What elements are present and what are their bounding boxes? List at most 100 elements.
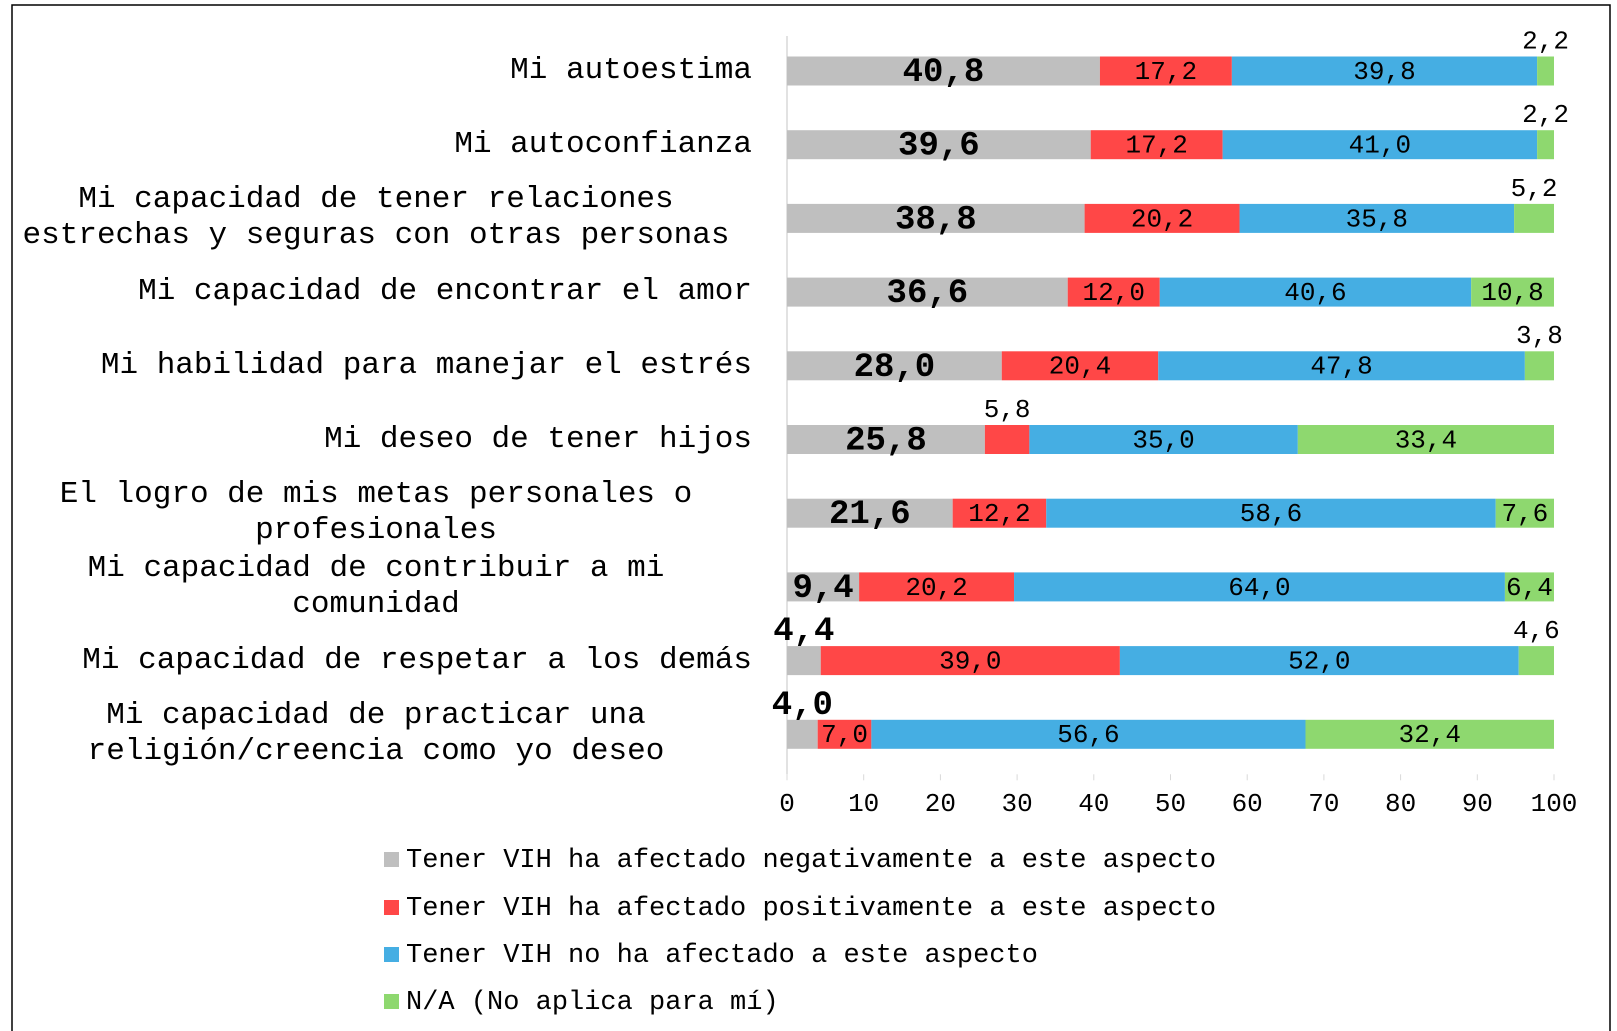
category-label-box: Mi habilidad para manejar el estrés: [101, 326, 752, 406]
category-label: Mi capacidad de contribuir a mi comunida…: [87, 550, 665, 622]
data-label: 5,2: [1511, 174, 1558, 204]
bar-segment: [1471, 277, 1554, 307]
x-tick-label: 80: [1385, 789, 1416, 819]
legend-swatch: [384, 900, 399, 915]
category-label-box: Mi deseo de tener hijos: [324, 400, 752, 480]
bar-segment: [787, 425, 985, 454]
category-label: Mi habilidad para manejar el estrés: [100, 347, 752, 383]
data-label: 39,8: [1353, 57, 1415, 87]
data-label: 4,6: [1513, 616, 1560, 646]
bar-segment: [1029, 425, 1298, 454]
chart-border: [11, 4, 1611, 1031]
category-label: Mi capacidad de tener relaciones estrech…: [22, 182, 730, 254]
category-label: Mi autoestima: [510, 53, 752, 88]
x-tick-label: 20: [925, 789, 956, 819]
bar-segment: [1222, 130, 1538, 160]
x-tick-label: 70: [1308, 789, 1339, 819]
bar-segment: [859, 572, 1015, 602]
x-tick-label: 10: [848, 789, 879, 819]
bar-segment: [1067, 277, 1160, 307]
legend-label: N/A (No aplica para mí): [406, 988, 779, 1018]
bar-segment: [1158, 351, 1525, 381]
data-label: 5,8: [984, 395, 1031, 425]
category-label-box: Mi capacidad de encontrar el amor: [138, 252, 752, 332]
bar-segment: [1495, 498, 1554, 528]
data-label: 28,0: [854, 349, 936, 387]
data-label: 7,0: [821, 720, 868, 750]
legend-swatch: [384, 994, 399, 1009]
bar-segment: [1537, 56, 1554, 86]
bar-segment: [1524, 351, 1554, 381]
data-label: 36,6: [887, 275, 969, 313]
data-label: 25,8: [845, 422, 927, 460]
data-label: 40,6: [1284, 278, 1346, 308]
bar-segment: [1099, 56, 1232, 86]
data-label: 39,0: [939, 646, 1001, 676]
data-label: 3,8: [1516, 321, 1563, 351]
bar-segment: [1159, 277, 1472, 307]
data-label: 6,4: [1506, 573, 1553, 603]
bar-segment: [787, 572, 860, 602]
x-tick-label: 90: [1462, 789, 1493, 819]
category-label: Mi deseo de tener hijos: [324, 421, 752, 457]
data-label: 64,0: [1228, 573, 1290, 603]
x-tick-label: 0: [779, 789, 795, 819]
bar-segment: [787, 130, 1091, 160]
bar-segment: [787, 498, 953, 528]
category-label-box: Mi autoconfianza: [454, 105, 752, 185]
data-label: 35,0: [1132, 425, 1194, 455]
bar-segment: [952, 498, 1047, 528]
category-label-box: Mi capacidad de contribuir a mi comunida…: [0, 547, 752, 627]
bar-segment: [820, 646, 1120, 676]
category-label-box: Mi capacidad de respetar a los demás: [82, 621, 752, 701]
data-label: 35,8: [1346, 204, 1408, 234]
data-label: 32,4: [1399, 720, 1461, 750]
data-label: 56,6: [1057, 720, 1119, 750]
x-tick-label: 50: [1155, 789, 1186, 819]
data-label: 12,0: [1083, 278, 1145, 308]
legend-label: Tener VIH no ha afectado a este aspecto: [406, 941, 1038, 971]
data-label: 4,4: [773, 613, 834, 651]
category-label-box: Mi autoestima: [510, 31, 752, 111]
bar-segment: [1046, 498, 1496, 528]
bar-segment: [1001, 351, 1159, 381]
bar-segment: [787, 719, 818, 749]
data-label: 20,2: [905, 573, 967, 603]
data-label: 10,8: [1481, 278, 1543, 308]
bar-segment: [787, 56, 1100, 86]
x-tick-label: 60: [1232, 789, 1263, 819]
category-label: Mi autoconfianza: [454, 126, 752, 162]
bar-segment: [1239, 203, 1515, 233]
data-label: 4,0: [772, 687, 833, 725]
data-label: 33,4: [1395, 425, 1457, 455]
data-label: 20,4: [1049, 352, 1111, 382]
bar-segment: [787, 351, 1002, 381]
data-label: 17,2: [1125, 131, 1187, 161]
category-label-box: El logro de mis metas personales o profe…: [0, 473, 752, 553]
bar-segment: [1090, 130, 1223, 160]
bar-segment: [817, 719, 872, 749]
data-label: 52,0: [1288, 646, 1350, 676]
category-label-box: Mi capacidad de tener relaciones estrech…: [0, 178, 752, 258]
bar-segment: [787, 646, 821, 676]
category-label-box: Mi capacidad de practicar una religión/c…: [0, 694, 752, 774]
data-label: 9,4: [792, 570, 853, 608]
legend-swatch: [384, 947, 399, 962]
bar-segment: [871, 719, 1306, 749]
x-tick-label: 100: [1531, 789, 1578, 819]
data-label: 21,6: [829, 496, 911, 534]
data-label: 17,2: [1135, 57, 1197, 87]
category-label: Mi capacidad de practicar una religión/c…: [87, 698, 665, 770]
bar-segment: [1231, 56, 1538, 86]
data-label: 7,6: [1501, 499, 1548, 529]
bar-segment: [787, 203, 1085, 233]
bar-segment: [787, 277, 1068, 307]
bar-segment: [1119, 646, 1519, 676]
bar-segment: [1084, 203, 1240, 233]
x-tick-label: 30: [1001, 789, 1032, 819]
data-label: 58,6: [1240, 499, 1302, 529]
data-label: 12,2: [968, 499, 1030, 529]
bar-segment: [1297, 425, 1554, 454]
